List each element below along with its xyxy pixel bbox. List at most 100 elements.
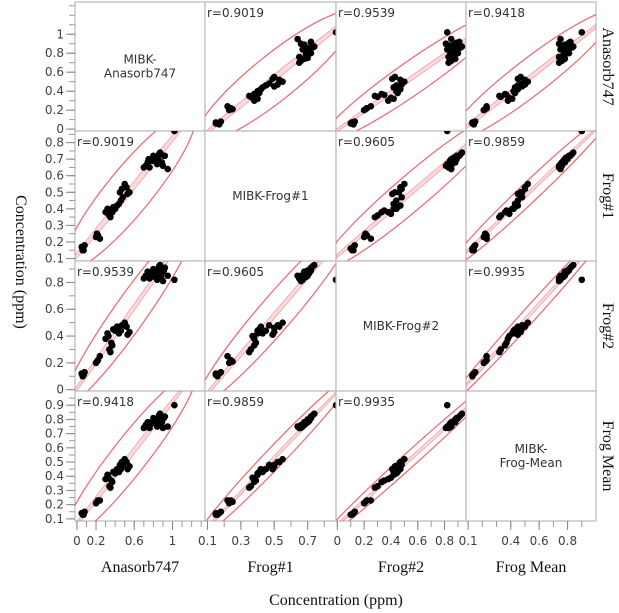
diagonal-label: MIBK- (514, 442, 547, 456)
data-point (217, 118, 225, 125)
data-point (387, 94, 395, 102)
y-tick-label: 0.3 (45, 218, 64, 232)
data-point (362, 230, 369, 237)
cell-plot-area (75, 391, 197, 521)
correlation-label: r=0.9935 (468, 265, 525, 279)
y-tick-label: 0.8 (45, 412, 64, 426)
data-point (565, 39, 573, 47)
data-point (265, 322, 273, 329)
data-point (569, 261, 577, 269)
data-point (565, 267, 573, 274)
density-ellipse (336, 131, 466, 261)
cell-frame (204, 1, 337, 132)
data-point (371, 213, 379, 221)
data-point (557, 272, 564, 280)
column-label-frog-mean: Frog Mean (496, 559, 567, 576)
x-tick-label: 0.4 (501, 534, 520, 548)
correlation-label: r=0.9605 (338, 135, 395, 149)
data-point (511, 330, 519, 337)
data-point (397, 202, 404, 209)
data-point (119, 322, 127, 329)
diagonal-label: Frog-Mean (500, 456, 563, 470)
data-point (470, 246, 478, 254)
y-tick-label: 0.4 (45, 329, 64, 343)
data-point (160, 267, 168, 274)
cell-plot-area (336, 131, 466, 261)
x-tick-label: 0.6 (408, 534, 427, 548)
data-point (96, 235, 104, 242)
x-tick-label: 0 (73, 534, 81, 548)
cell-plot-area (205, 391, 336, 521)
data-point (295, 53, 303, 61)
y-tick-label: 0.2 (45, 235, 64, 249)
data-point (152, 418, 160, 426)
data-point (294, 423, 301, 430)
column-label-frog-1: Frog#1 (247, 559, 293, 576)
data-point (453, 39, 460, 47)
cell-frog-mean-vs-frog-2: r=0.9935 (335, 390, 467, 522)
cell-frog-1-vs-frog-mean: r=0.9859 (465, 130, 597, 262)
data-point (555, 53, 563, 61)
data-point (124, 331, 131, 339)
column-label-anasorb747: Anasorb747 (101, 559, 179, 576)
data-point (514, 75, 522, 83)
data-point (311, 261, 318, 269)
x-tick-label: 0.2 (86, 534, 105, 548)
data-point (390, 84, 397, 91)
data-point (156, 410, 164, 418)
data-point (367, 497, 375, 504)
data-point (332, 276, 336, 284)
data-point (367, 235, 375, 242)
x-axis-frog-mean: 0.1 0.4 0.6 0.8 Frog Mean (459, 521, 583, 576)
row-label-anasorb747: Anasorb747 (599, 27, 616, 105)
y-tick-label: 1 (56, 27, 64, 41)
density-ellipse (336, 391, 466, 521)
data-point (390, 200, 397, 208)
data-point (332, 29, 336, 36)
data-point (107, 348, 114, 356)
x-axis-frog-1: 0.1 0.3 0.5 0.7 Frog#1 (198, 521, 325, 576)
y-tick-label: 0.6 (45, 65, 64, 79)
row-label-frog-mean: Frog Mean (599, 421, 616, 492)
data-point (481, 358, 489, 365)
cell-frog-mean-vs-frog-1: r=0.9859 (204, 390, 337, 522)
data-point (123, 184, 130, 191)
density-ellipse (466, 10, 596, 131)
data-point (350, 120, 357, 127)
data-point (294, 35, 301, 43)
data-point (450, 159, 458, 166)
data-point (115, 200, 123, 208)
data-point (561, 159, 569, 166)
data-point (156, 261, 164, 269)
x-tick-label: 0.7 (298, 534, 317, 548)
data-point (93, 358, 101, 365)
data-point (245, 484, 253, 491)
data-point (159, 277, 167, 285)
data-point (294, 272, 301, 280)
data-point (105, 474, 112, 481)
data-point (398, 80, 405, 87)
data-point (245, 92, 253, 100)
y-tick-label: 0.6 (45, 302, 64, 316)
data-point (557, 35, 564, 43)
y-tick-label: 0.8 (45, 275, 64, 289)
data-point (105, 332, 112, 340)
data-point (108, 342, 116, 349)
cell-frame (465, 390, 597, 522)
data-point (388, 75, 396, 83)
data-point (398, 193, 405, 201)
data-point (229, 498, 236, 506)
y-tick-label: 0.6 (45, 169, 64, 183)
cell-plot-area (466, 10, 596, 131)
column-label-frog-2: Frog#2 (378, 559, 424, 576)
x-tick-label: 0.3 (231, 534, 250, 548)
data-point (300, 418, 308, 426)
data-point (443, 29, 451, 36)
data-point (501, 208, 509, 216)
data-point (212, 509, 220, 517)
y-tick-label: 0.4 (45, 84, 64, 98)
y-tick-label: 0.2 (45, 103, 64, 117)
y-axis-frog-2: 0 0.2 0.4 0.6 0.8 Frog#2 (45, 268, 616, 397)
data-point (447, 423, 455, 430)
data-point (362, 105, 369, 113)
